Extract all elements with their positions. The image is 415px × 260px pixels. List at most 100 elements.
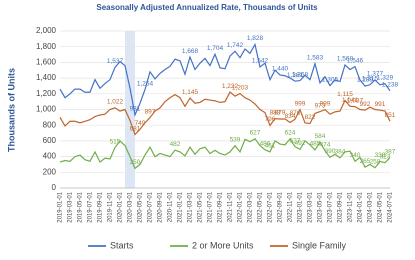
x-tick-label: 2022-03-01 xyxy=(248,191,254,222)
x-tick-label: 2019-05-01 xyxy=(78,191,84,222)
x-tick-label: 2024-03-01 xyxy=(368,191,374,222)
x-tick-label: 2021-11-01 xyxy=(228,191,234,222)
x-tick-label: 2023-05-01 xyxy=(318,191,324,222)
x-tick-label: 2023-07-01 xyxy=(328,191,334,222)
data-label: 627 xyxy=(250,129,261,136)
y-tick-label: 1,000 xyxy=(36,105,57,114)
x-tick-label: 2019-01-01 xyxy=(58,191,64,222)
x-tick-label: 2022-01-01 xyxy=(238,191,244,222)
data-label: 931 xyxy=(130,106,141,113)
data-label: 1,238 xyxy=(382,82,399,89)
data-label: 1,704 xyxy=(207,45,224,52)
x-tick-label: 2023-01-01 xyxy=(298,191,304,222)
x-tick-label: 2024-01-01 xyxy=(358,191,364,222)
data-label: 1,742 xyxy=(227,42,244,49)
data-label: 1,222 xyxy=(222,83,239,90)
y-tick-label: 0 xyxy=(52,183,57,192)
data-label: 883 xyxy=(270,109,281,116)
y-tick-label: 1,200 xyxy=(36,89,57,98)
x-tick-label: 2020-11-01 xyxy=(168,191,174,222)
y-tick-label: 1,800 xyxy=(36,42,57,51)
data-label: 822 xyxy=(305,114,316,121)
x-tick-label: 2021-05-01 xyxy=(198,191,204,222)
x-tick-label: 2022-11-01 xyxy=(288,191,294,222)
data-label: 1,440 xyxy=(272,66,289,73)
data-label: 527 xyxy=(290,137,301,144)
data-label: 999 xyxy=(320,100,331,107)
data-label: 1,537 xyxy=(107,58,124,65)
series-line xyxy=(59,42,391,117)
data-label: 1,203 xyxy=(232,84,249,91)
data-label: 1,542 xyxy=(252,58,269,65)
series-line xyxy=(59,137,391,170)
data-label: 384 xyxy=(335,149,346,156)
data-label: 1,299 xyxy=(357,77,374,84)
data-label: 1,668 xyxy=(182,48,199,55)
y-tick-label: 600 xyxy=(43,136,57,145)
x-tick-label: 2020-03-01 xyxy=(128,191,134,222)
data-label: 482 xyxy=(170,141,181,148)
data-label: 1,022 xyxy=(107,98,124,105)
legend-label: 2 or More Units xyxy=(192,240,254,250)
data-label: 338 xyxy=(375,152,386,159)
data-label: 834 xyxy=(285,113,296,120)
data-label: 1,568 xyxy=(337,56,354,63)
data-label: 992 xyxy=(360,101,371,108)
x-tick-label: 2024-07-01 xyxy=(388,191,394,222)
legend-label: Single Family xyxy=(292,240,347,250)
series-line xyxy=(59,91,391,136)
data-label: 461 xyxy=(265,143,276,150)
data-label: 681 xyxy=(130,125,141,132)
data-label: 265 xyxy=(360,158,371,165)
data-label: 624 xyxy=(285,130,296,137)
x-tick-label: 2023-11-01 xyxy=(348,191,354,222)
data-label: 1,361 xyxy=(287,72,304,79)
data-label: 851 xyxy=(385,112,396,119)
y-tick-label: 400 xyxy=(43,152,57,161)
data-label: 879 xyxy=(275,110,286,117)
x-tick-label: 2022-07-01 xyxy=(268,191,274,222)
x-tick-label: 2020-05-01 xyxy=(138,191,144,222)
data-label: 897 xyxy=(145,108,156,115)
data-label: 973 xyxy=(315,102,326,109)
x-tick-label: 2023-09-01 xyxy=(338,191,344,222)
x-tick-label: 2022-09-01 xyxy=(278,191,284,222)
y-tick-label: 800 xyxy=(43,120,57,129)
data-label: 876 xyxy=(290,110,301,117)
data-label: 749 xyxy=(135,120,146,127)
data-label: 1,583 xyxy=(307,54,324,61)
data-label: 1,368 xyxy=(292,71,309,78)
data-label: 1,037 xyxy=(347,97,364,104)
legend-label: Starts xyxy=(110,240,134,250)
y-tick-label: 2,000 xyxy=(36,26,57,35)
data-label: 1,115 xyxy=(337,91,353,98)
data-label: 323 xyxy=(380,153,391,160)
y-tick-label: 200 xyxy=(43,167,57,176)
x-tick-label: 2020-07-01 xyxy=(148,191,154,222)
y-axis-title: Thousands of Units xyxy=(6,68,16,152)
data-label: 539 xyxy=(230,136,241,143)
data-label: 999 xyxy=(295,100,306,107)
x-tick-label: 2021-03-01 xyxy=(188,191,194,222)
x-tick-label: 2024-05-01 xyxy=(378,191,384,222)
data-label: 584 xyxy=(315,133,326,140)
x-tick-label: 2021-07-01 xyxy=(208,191,214,222)
data-label: 1,546 xyxy=(347,57,364,64)
y-tick-label: 1,400 xyxy=(36,73,57,82)
data-label: 1,329 xyxy=(377,74,394,81)
data-label: 515 xyxy=(110,138,121,145)
data-label: 340 xyxy=(350,152,361,159)
data-label: 387 xyxy=(385,148,396,155)
data-label: 1,145 xyxy=(182,89,199,96)
x-tick-label: 2019-03-01 xyxy=(68,191,74,222)
data-label: 1,041 xyxy=(342,97,359,104)
data-label: 485 xyxy=(310,141,321,148)
data-label: 492 xyxy=(295,140,306,147)
x-tick-label: 2021-09-01 xyxy=(218,191,224,222)
x-tick-label: 2019-07-01 xyxy=(88,191,94,222)
x-tick-label: 2019-11-01 xyxy=(108,191,114,222)
data-label: 250 xyxy=(130,159,141,166)
x-tick-label: 2021-01-01 xyxy=(178,191,184,222)
data-label: 991 xyxy=(375,101,386,108)
